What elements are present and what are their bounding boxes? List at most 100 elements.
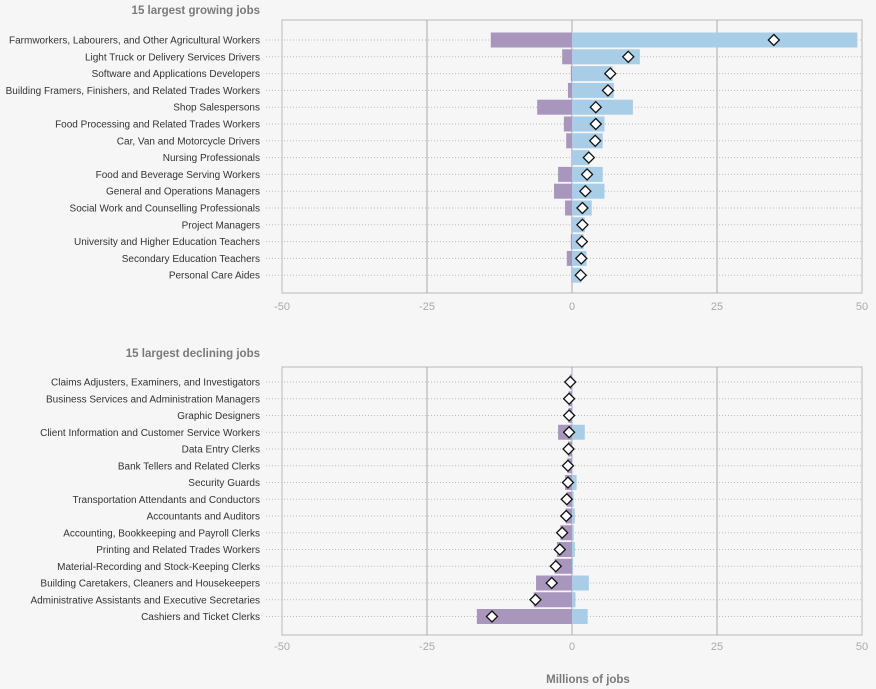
net-change-marker xyxy=(562,392,576,406)
bar-positive xyxy=(572,99,633,115)
net-change-marker xyxy=(588,134,602,148)
category-label: University and Higher Education Teachers xyxy=(74,237,260,248)
net-change-marker xyxy=(575,235,589,249)
category-label: Claims Adjusters, Examiners, and Investi… xyxy=(51,378,260,389)
net-change-marker xyxy=(562,442,575,456)
net-change-marker xyxy=(574,251,588,265)
net-change-marker xyxy=(549,559,563,573)
x-tick-label: 0 xyxy=(569,301,575,313)
net-change-marker xyxy=(576,218,589,232)
bar-positive xyxy=(572,575,589,591)
bar-negative xyxy=(570,234,572,250)
bar-positive xyxy=(572,66,613,82)
net-change-marker xyxy=(589,100,603,114)
bar-positive xyxy=(572,150,590,166)
bar-positive xyxy=(572,592,576,608)
category-label: Accounting, Bookkeeping and Payroll Cler… xyxy=(63,528,260,539)
net-change-marker xyxy=(582,151,596,165)
bar-negative xyxy=(566,250,572,266)
net-change-marker xyxy=(553,543,567,556)
net-change-marker xyxy=(576,201,589,215)
net-change-marker xyxy=(560,492,574,506)
bar-negative xyxy=(563,116,572,132)
category-label: Social Work and Counselling Professional… xyxy=(70,204,260,215)
category-label: Accountants and Auditors xyxy=(147,512,260,523)
bar-negative xyxy=(571,217,572,233)
category-label: Personal Care Aides xyxy=(169,271,260,282)
category-label: Cashiers and Ticket Clerks xyxy=(141,612,260,623)
category-label: Software and Applications Developers xyxy=(92,69,260,80)
category-label: Printing and Related Trades Workers xyxy=(96,545,260,556)
chart-title-growing: 15 largest growing jobs xyxy=(132,5,260,17)
x-tick-label: -50 xyxy=(274,641,290,653)
bar-negative xyxy=(490,32,572,48)
bar-negative xyxy=(562,49,572,65)
net-change-marker xyxy=(574,268,588,282)
bar-positive xyxy=(572,424,585,440)
category-label: Data Entry Clerks xyxy=(182,445,260,456)
bar-positive xyxy=(572,508,575,524)
net-change-marker xyxy=(559,509,573,523)
x-tick-label: -25 xyxy=(419,301,435,313)
net-change-marker xyxy=(529,593,542,607)
net-change-marker xyxy=(485,610,499,623)
category-label: Nursing Professionals xyxy=(163,153,260,164)
net-change-marker xyxy=(545,576,559,590)
category-label: Light Truck or Delivery Services Drivers xyxy=(85,52,260,63)
bar-negative xyxy=(533,592,572,608)
net-change-marker xyxy=(601,83,615,97)
category-label: Material-Recording and Stock-Keeping Cle… xyxy=(57,562,260,573)
category-label: Security Guards xyxy=(188,478,260,489)
panel-1: -50 -25 0 25 50 Claims Adjusters, Examiners, … xyxy=(30,366,868,653)
bar-negative xyxy=(570,66,572,82)
category-label: Graphic Designers xyxy=(177,411,260,422)
bar-positive xyxy=(572,32,858,48)
category-label: Shop Salespersons xyxy=(173,103,260,114)
category-label: Business Services and Administration Man… xyxy=(46,394,260,405)
x-axis-label: Millions of jobs xyxy=(546,674,630,686)
bar-negative xyxy=(571,150,572,166)
net-change-marker xyxy=(562,425,576,439)
net-change-marker xyxy=(562,409,576,422)
bar-negative xyxy=(566,133,572,149)
category-label: Client Information and Customer Service … xyxy=(40,428,260,439)
x-tick-label: -25 xyxy=(419,641,435,653)
bar-negative xyxy=(565,200,572,216)
x-tick-label: 25 xyxy=(711,641,723,653)
bar-negative xyxy=(571,267,572,283)
bar-negative xyxy=(554,558,572,574)
category-label: General and Operations Managers xyxy=(106,187,260,198)
x-tick-label: 0 xyxy=(569,641,575,653)
bar-negative xyxy=(558,166,572,182)
net-change-marker xyxy=(561,476,575,489)
net-change-marker xyxy=(767,33,781,47)
category-label: Secondary Education Teachers xyxy=(122,254,260,265)
net-change-marker xyxy=(589,117,603,131)
bar-negative xyxy=(537,99,572,115)
category-label: Building Framers, Finishers, and Related… xyxy=(6,86,260,97)
category-label: Administrative Assistants and Executive … xyxy=(30,595,260,606)
net-change-marker xyxy=(561,459,575,473)
bar-negative xyxy=(554,183,572,199)
category-label: Bank Tellers and Related Clerks xyxy=(118,461,260,472)
net-change-marker xyxy=(563,375,577,389)
bar-positive xyxy=(572,558,574,574)
category-label: Car, Van and Motorcycle Drivers xyxy=(117,136,260,147)
bar-positive xyxy=(572,542,575,557)
category-label: Food and Beverage Serving Workers xyxy=(96,170,260,181)
net-change-marker xyxy=(555,526,569,540)
x-tick-label: -50 xyxy=(274,301,290,313)
category-label: Transportation Attendants and Conductors xyxy=(72,495,260,506)
bar-negative xyxy=(567,82,572,98)
x-tick-label: 50 xyxy=(856,301,868,313)
net-change-marker xyxy=(580,167,594,181)
net-change-marker xyxy=(578,184,592,198)
net-change-marker xyxy=(603,67,617,81)
bar-positive xyxy=(572,82,614,98)
bar-positive xyxy=(572,609,588,624)
x-tick-label: 50 xyxy=(856,641,868,653)
bar-positive xyxy=(572,525,574,541)
category-label: Project Managers xyxy=(182,220,260,231)
net-change-marker xyxy=(621,50,635,64)
